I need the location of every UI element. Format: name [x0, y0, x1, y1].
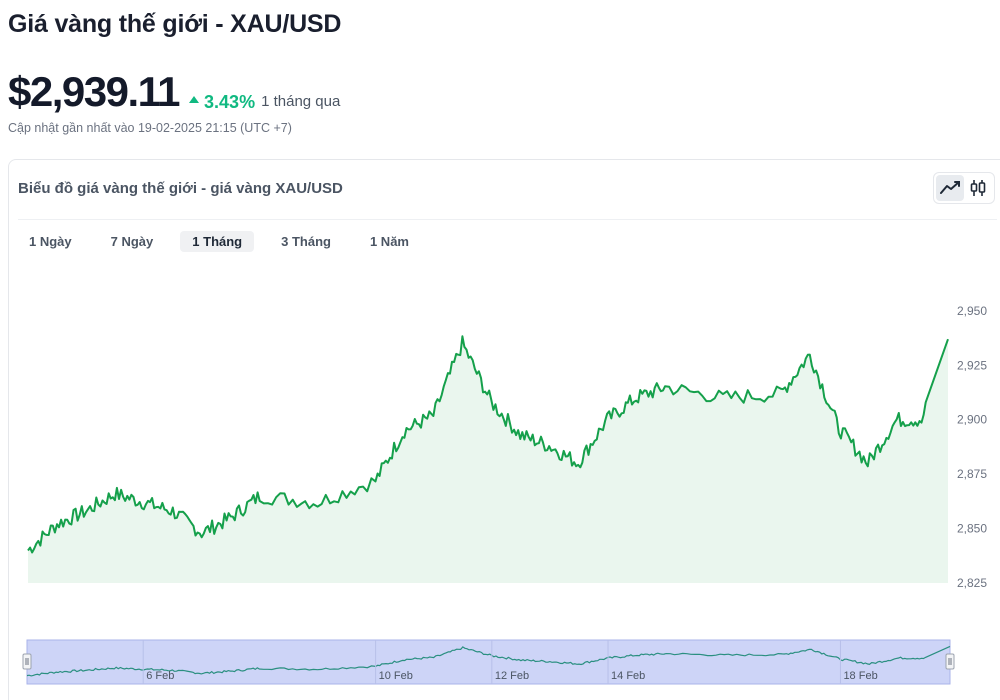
price-change-value: 3.43% [204, 92, 256, 112]
y-tick-label: 2,925 [957, 358, 987, 372]
navigator-date-label: 14 Feb [611, 670, 645, 682]
price-row: $2,939.11 3.43% 1 tháng qua [8, 68, 340, 116]
y-tick-label: 2,900 [957, 413, 987, 427]
card-divider [18, 219, 997, 220]
navigator-left-handle[interactable] [22, 653, 32, 670]
current-price: $2,939.11 [8, 68, 181, 115]
navigator-right-handle[interactable] [945, 653, 955, 670]
tab-1-year[interactable]: 1 Năm [369, 234, 409, 249]
last-updated: Cập nhật gần nhất vào 19-02-2025 21:15 (… [8, 121, 292, 135]
navigator-date-label: 12 Feb [495, 670, 529, 682]
y-tick-label: 2,825 [957, 576, 987, 590]
navigator-date-label: 10 Feb [379, 670, 413, 682]
y-tick-label: 2,850 [957, 522, 987, 536]
navigator-date-label: 18 Feb [843, 670, 877, 682]
page-title: Giá vàng thế giới - XAU/USD [8, 10, 342, 38]
chart-type-toggle [933, 172, 995, 204]
chart-card-title: Biểu đồ giá vàng thế giới - giá vàng XAU… [18, 180, 343, 197]
tab-1-month[interactable]: 1 Tháng [180, 231, 255, 252]
y-tick-label: 2,875 [957, 467, 987, 481]
candlestick-chart-button[interactable] [964, 175, 992, 201]
range-tabs: 1 Ngày 7 Ngày 1 Tháng 3 Tháng 1 Năm [17, 231, 436, 252]
caret-up-icon [189, 96, 200, 103]
price-change: 3.43% [189, 92, 255, 113]
change-period: 1 tháng qua [261, 93, 341, 110]
navigator-line [26, 645, 951, 677]
tab-3-months[interactable]: 3 Tháng [281, 234, 331, 249]
price-line [27, 335, 949, 554]
line-chart-button[interactable] [936, 175, 964, 201]
tab-7-days[interactable]: 7 Ngày [110, 234, 154, 249]
tab-1-day[interactable]: 1 Ngày [29, 234, 72, 249]
candlestick-icon [970, 180, 986, 196]
y-tick-label: 2,950 [957, 304, 987, 318]
price-area [28, 336, 948, 583]
navigator-date-label: 6 Feb [146, 670, 174, 682]
line-chart-icon [940, 181, 960, 194]
